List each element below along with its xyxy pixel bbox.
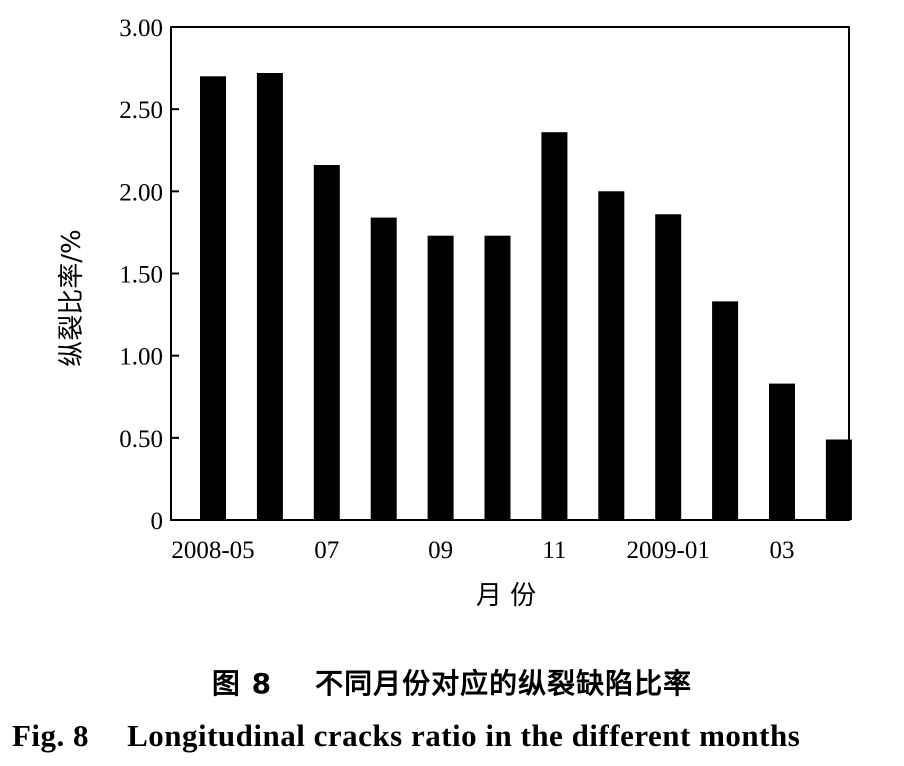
x-tick-label: 09 — [428, 537, 453, 564]
x-axis-ticks: 2008-05 07 09 11 2009-01 03 — [171, 537, 794, 564]
bar-2009-01 — [655, 214, 682, 521]
bar-02 — [712, 301, 739, 520]
bar-08 — [370, 217, 397, 520]
bar-12 — [598, 191, 625, 521]
y-axis-title: 纵裂比率/% — [57, 229, 87, 366]
x-tick-label: 11 — [542, 537, 566, 564]
bar-03 — [769, 383, 795, 520]
figure-caption-en: Fig. 8 Longitudinal cracks ratio in the d… — [12, 718, 904, 754]
y-axis-ticks: 0 0.50 1.00 1.50 2.00 2.50 3.00 — [119, 15, 179, 535]
figure-number-en: Fig. 8 — [12, 718, 90, 753]
bar-11 — [541, 132, 568, 520]
x-tick-label: 2008-05 — [171, 537, 254, 564]
y-tick-label: 1.00 — [119, 344, 163, 371]
bar-09 — [427, 235, 454, 520]
x-tick-label: 07 — [314, 537, 339, 564]
figure-number-zh: 图 8 — [211, 667, 273, 700]
figure-title-zh: 不同月份对应的纵裂缺陷比率 — [315, 667, 693, 700]
figure-title-en: Longitudinal cracks ratio in the differe… — [127, 718, 801, 753]
figure-caption-zh: 图 8 不同月份对应的纵裂缺陷比率 — [0, 662, 904, 702]
y-tick-label: 1.50 — [119, 262, 163, 289]
bar-chart: 00.501.001.502.002.503.00 2008-05 07 09 11 2… — [57, 15, 852, 611]
y-tick-label: 2.50 — [119, 97, 163, 124]
y-tick-label: 2.00 — [119, 179, 163, 206]
bar-2008-05 — [200, 76, 226, 521]
x-axis-title: 月 份 — [476, 581, 536, 611]
y-tick-label: 0.50 — [119, 426, 163, 453]
y-tick-label: 0 — [151, 508, 164, 535]
x-tick-label: 2009-01 — [627, 537, 710, 564]
bar-07 — [313, 165, 340, 520]
y-tick-label: 3.00 — [119, 15, 163, 42]
bars-group — [200, 73, 852, 521]
bar-04 — [825, 439, 852, 520]
bar-06 — [256, 73, 283, 520]
bar-10 — [484, 235, 511, 520]
x-tick-label: 03 — [770, 537, 795, 564]
